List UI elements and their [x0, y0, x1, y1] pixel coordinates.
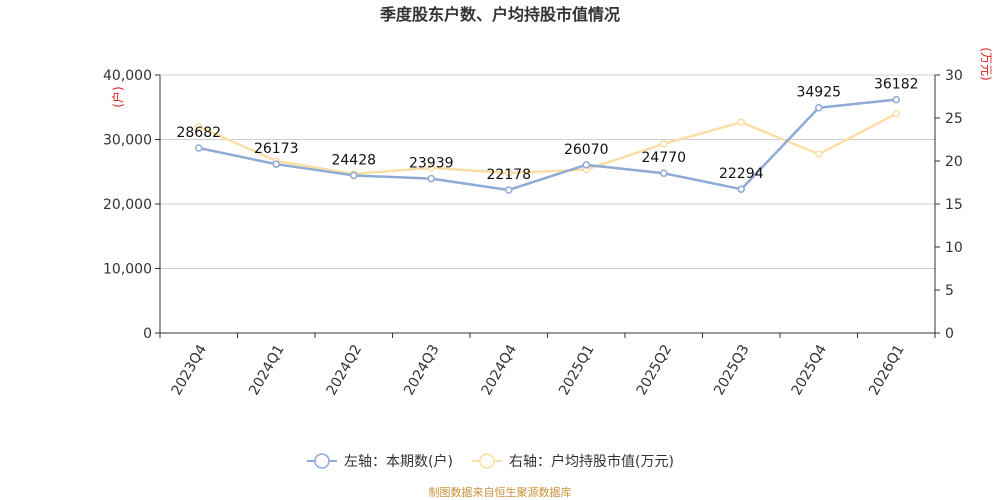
series-lines: [195, 95, 900, 194]
series-point-2: [660, 140, 668, 148]
data-label: 26173: [254, 141, 299, 157]
x-tick-label: 2025Q2: [634, 342, 676, 398]
right-tick-label: 20: [945, 154, 963, 170]
series-point-2: [737, 118, 745, 127]
right-tick-label: 15: [945, 197, 963, 213]
series-point-1: [195, 144, 203, 152]
left-axis-ticks: 0 10,000 20,000 30,000 40,000: [103, 68, 160, 342]
legend-item-1[interactable]: 左轴：本期数(户): [307, 453, 453, 470]
legend-marker: [479, 453, 495, 469]
data-label: 28682: [176, 125, 221, 141]
right-tick-label: 0: [945, 326, 954, 342]
right-tick-label: 30: [945, 68, 963, 84]
series-point-1: [272, 160, 280, 168]
data-label: 34925: [796, 85, 841, 101]
data-labels: 28682 26173 24428 23939 22178 26070 24770 22294…: [176, 77, 918, 183]
data-label: 24428: [331, 152, 376, 168]
left-axis-unit: (户): [110, 86, 125, 107]
series-point-2: [195, 122, 203, 131]
x-tick-label: 2025Q1: [556, 342, 598, 398]
data-label: 22178: [486, 167, 531, 183]
left-tick-label: 40,000: [103, 68, 152, 84]
series-point-1: [737, 185, 745, 193]
x-tick-label: 2024Q2: [324, 342, 366, 398]
x-tick-label: 2024Q3: [401, 342, 443, 398]
series-line-2: [198, 112, 897, 176]
legend[interactable]: 左轴：本期数(户) 右轴：户均持股市值(万元): [307, 453, 674, 470]
series-point-1: [350, 171, 358, 180]
right-axis-ticks: 0 5 10 15 20 25 30: [935, 68, 963, 342]
x-tick-label: 2023Q4: [169, 342, 211, 398]
data-label: 23939: [409, 156, 454, 172]
chart-title: 季度股东户数、户均持股市值情况: [379, 5, 620, 24]
source-note: 制图数据来自恒生聚源数据库: [429, 485, 572, 499]
series-point-1: [660, 169, 668, 177]
legend-label: 右轴：户均持股市值(万元): [509, 453, 674, 470]
right-axis-unit: (万元): [979, 47, 993, 80]
series-point-1: [892, 95, 900, 104]
gridlines: [160, 74, 935, 269]
series-point-2: [892, 109, 900, 118]
series-point-1: [582, 161, 590, 169]
data-label: 22294: [719, 166, 764, 182]
series-point-2: [815, 150, 823, 158]
left-tick-label: 20,000: [103, 197, 152, 213]
left-tick-label: 30,000: [103, 133, 152, 149]
right-tick-label: 5: [945, 283, 954, 299]
data-label: 26070: [564, 142, 609, 158]
legend-label: 左轴：本期数(户): [344, 453, 453, 470]
left-tick-label: 0: [143, 326, 152, 342]
x-tick-label: 2025Q3: [711, 342, 753, 398]
series-point-2: [427, 164, 435, 172]
x-tick-label: 2026Q1: [866, 342, 908, 398]
x-tick-label: 2024Q1: [246, 342, 288, 398]
data-label: 24770: [641, 150, 686, 166]
series-point-1: [427, 174, 435, 183]
series-line-1: [198, 98, 897, 192]
series-point-1: [505, 186, 513, 194]
data-label: 36182: [874, 77, 919, 93]
x-tick-label: 2025Q4: [789, 342, 831, 398]
right-tick-label: 25: [945, 111, 963, 127]
left-tick-label: 10,000: [103, 262, 152, 278]
x-axis-ticks: 2023Q4 2024Q1 2024Q2 2024Q3 2024Q4 2025Q1 2025…: [159, 333, 936, 398]
legend-item-2[interactable]: 右轴：户均持股市值(万元): [472, 453, 674, 470]
legend-marker: [314, 453, 330, 469]
series-point-2: [505, 169, 513, 177]
x-tick-label: 2024Q4: [479, 342, 521, 398]
right-tick-label: 10: [945, 240, 963, 256]
series-point-1: [815, 103, 823, 112]
